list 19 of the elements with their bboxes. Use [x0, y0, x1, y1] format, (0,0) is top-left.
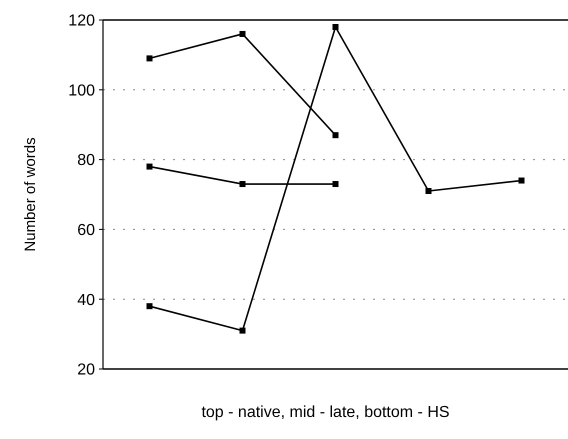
y-tick-label: 20	[77, 362, 96, 379]
y-tick-label: 40	[77, 292, 96, 309]
point	[332, 132, 338, 138]
x-axis-title: top - native, mid - late, bottom - HS	[201, 404, 450, 421]
point	[332, 181, 338, 188]
y-tick-label: 120	[68, 12, 96, 30]
y-tick-label: 60	[77, 222, 96, 239]
y-tick-label: 100	[68, 82, 96, 100]
point	[332, 24, 338, 30]
point	[240, 328, 246, 334]
point	[240, 30, 246, 37]
y-axis-title: Number of words	[22, 137, 39, 252]
point	[518, 178, 524, 184]
point	[426, 188, 432, 194]
y-tick-label: 80	[77, 152, 96, 170]
point	[146, 164, 152, 170]
point	[240, 181, 246, 188]
point	[146, 303, 152, 310]
point	[146, 55, 152, 62]
